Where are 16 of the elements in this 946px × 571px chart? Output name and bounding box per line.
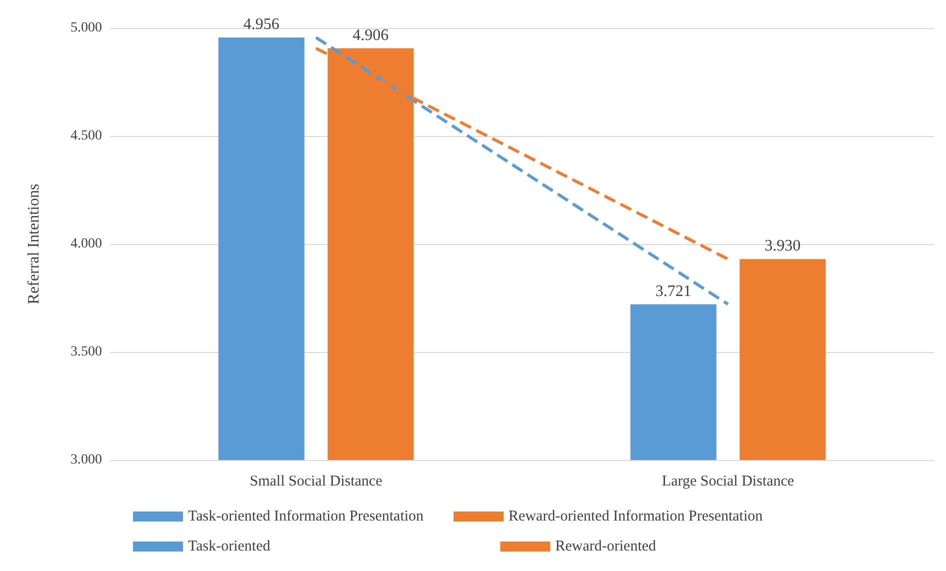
- y-tick-label: 4.500: [70, 128, 102, 144]
- data-label: 4.956: [243, 16, 280, 34]
- legend-label: Reward-oriented: [555, 538, 657, 554]
- data-label: 3.721: [655, 282, 692, 300]
- legend-label: Reward-oriented Information Presentation: [508, 508, 764, 524]
- x-tick-label: Small Social Distance: [250, 474, 383, 490]
- data-label: 4.906: [352, 26, 389, 44]
- y-axis-title: Referral Intentions: [26, 184, 42, 304]
- x-tick-label: Large Social Distance: [662, 474, 794, 490]
- legend-label: Task-oriented Information Presentation: [188, 508, 424, 524]
- y-tick-label: 5.000: [70, 20, 102, 36]
- y-tick-label: 4.000: [70, 236, 102, 252]
- data-label: 3.930: [764, 238, 801, 255]
- y-tick-label: 3.500: [70, 344, 102, 360]
- legend-label: Task-oriented: [188, 538, 271, 554]
- y-tick-label: 3.000: [70, 452, 102, 468]
